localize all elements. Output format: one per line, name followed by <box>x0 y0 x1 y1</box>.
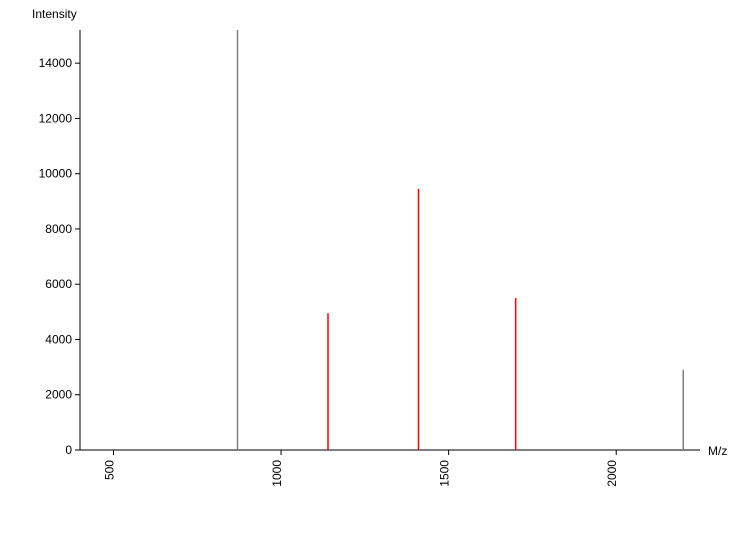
y-tick-label: 14000 <box>39 56 73 70</box>
x-tick-label: 1000 <box>270 460 284 487</box>
y-tick-label: 6000 <box>45 277 72 291</box>
x-tick-label: 500 <box>103 460 117 480</box>
y-tick-label: 8000 <box>45 222 72 236</box>
x-axis-title: M/z <box>708 444 727 458</box>
mass-spectrum-chart: 0 2000 4000 6000 8000 10000 12000 14000 500 1000 1… <box>0 0 750 540</box>
y-axis-title: Intensity <box>32 7 77 21</box>
x-tick-label: 1500 <box>438 460 452 487</box>
y-tick-label: 4000 <box>45 332 72 346</box>
y-tick-label: 0 <box>65 443 72 457</box>
y-tick-label: 12000 <box>39 111 73 125</box>
y-tick-label: 2000 <box>45 388 72 402</box>
spectrum-svg: 0 2000 4000 6000 8000 10000 12000 14000 500 1000 1… <box>0 0 750 540</box>
x-tick-label: 2000 <box>605 460 619 487</box>
y-tick-label: 10000 <box>39 167 73 181</box>
